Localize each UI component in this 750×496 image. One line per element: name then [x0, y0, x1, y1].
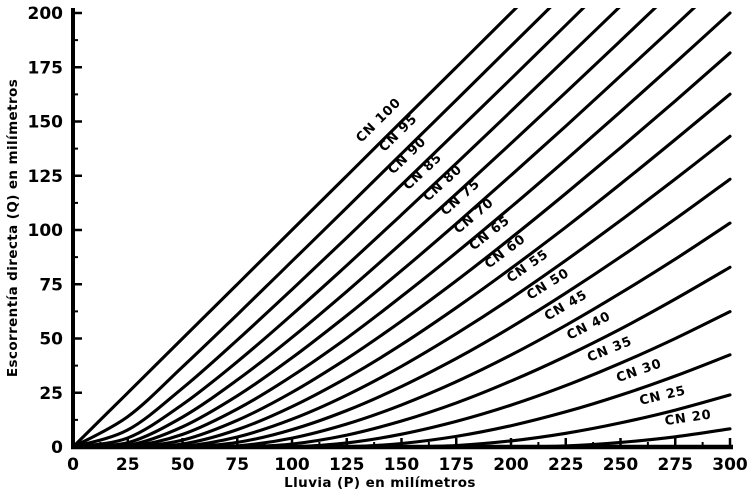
y-tick-label-175: 175	[28, 58, 64, 78]
y-tick-label-25: 25	[39, 384, 63, 404]
curve-cn-95	[72, 8, 552, 448]
y-tick-label-200: 200	[28, 4, 64, 24]
curve-cn-100	[72, 8, 519, 448]
curve-cn-65	[72, 51, 732, 448]
curve-cn-50	[72, 177, 732, 448]
curve-cn-85	[72, 8, 621, 448]
y-tick-label-100: 100	[28, 221, 64, 241]
x-tick-label-200: 200	[493, 455, 529, 475]
tick-labels-layer: 0 25 50 75 100 125 150 175 200 225 250 275 300 0 25 50 7…	[28, 4, 748, 475]
x-tick-label-100: 100	[274, 455, 310, 475]
x-tick-label-150: 150	[384, 455, 420, 475]
x-tick-label-0: 0	[67, 455, 79, 475]
x-tick-label-75: 75	[225, 455, 249, 475]
y-tick-label-150: 150	[28, 113, 64, 133]
x-axis-title: Lluvia (P) en milímetros	[284, 475, 476, 491]
y-tick-label-0: 0	[51, 438, 63, 458]
x-tick-label-50: 50	[171, 455, 195, 475]
x-tick-label-25: 25	[116, 455, 140, 475]
y-axis-title: Escorrentía directa (Q) en milímetros	[5, 79, 21, 377]
x-tick-label-225: 225	[548, 455, 584, 475]
y-tick-label-50: 50	[39, 330, 63, 350]
axes-layer	[71, 8, 733, 450]
x-tick-label-275: 275	[658, 455, 694, 475]
curve-label-cn-40: CN 40	[565, 309, 614, 343]
y-tick-label-125: 125	[28, 167, 64, 187]
curve-label-cn-20: CN 20	[664, 407, 713, 429]
curve-cn-80	[72, 8, 658, 448]
curve-cn-70	[72, 11, 732, 448]
curve-cn-75	[72, 8, 697, 448]
x-tick-label-125: 125	[329, 455, 365, 475]
x-tick-label-175: 175	[439, 455, 475, 475]
y-tick-label-75: 75	[39, 275, 63, 295]
curve-cn-90	[72, 8, 586, 448]
x-tick-label-250: 250	[603, 455, 639, 475]
x-tick-label-300: 300	[712, 455, 748, 475]
